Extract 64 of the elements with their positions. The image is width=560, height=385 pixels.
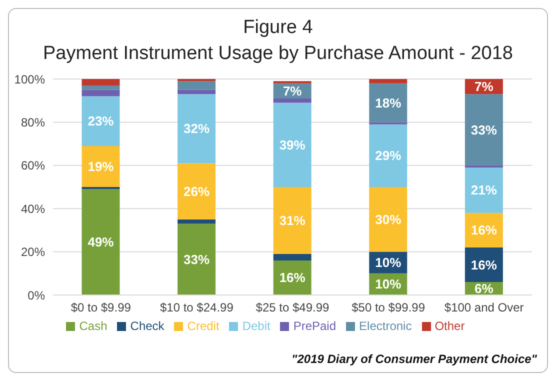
data-label: 49% bbox=[88, 234, 114, 250]
data-label: 19% bbox=[88, 158, 114, 174]
chart-subtitle: Payment Instrument Usage by Purchase Amount - 2018 bbox=[42, 43, 514, 65]
text: "2019 Diary of Consumer Payment Choice" bbox=[292, 352, 537, 366]
legend-label: Check bbox=[130, 319, 164, 333]
bar bbox=[464, 94, 503, 166]
bar bbox=[178, 224, 216, 295]
legend-label: Credit bbox=[187, 319, 220, 333]
bar bbox=[82, 79, 120, 86]
bar bbox=[178, 81, 216, 90]
data-label: 31% bbox=[279, 212, 306, 228]
bar bbox=[273, 102, 312, 187]
bar bbox=[464, 168, 503, 213]
data-label: 23% bbox=[88, 114, 114, 129]
bar bbox=[82, 90, 120, 96]
y-tick-label: 20% bbox=[20, 245, 46, 260]
legend-label: Electronic bbox=[359, 319, 412, 333]
data-label: 10% bbox=[375, 255, 402, 270]
bar bbox=[82, 96, 120, 146]
legend-label: PrePaid bbox=[293, 319, 336, 333]
data-label: 16% bbox=[470, 222, 498, 238]
data-label: 16% bbox=[279, 270, 306, 286]
x-tick-label: $50 to $99.99 bbox=[352, 300, 426, 315]
y-tick-label: 0% bbox=[28, 288, 46, 302]
legend-label: Debit bbox=[242, 319, 270, 333]
bar bbox=[464, 165, 503, 168]
data-label: 39% bbox=[279, 137, 306, 152]
x-tick-label: $10 to $24.99 bbox=[160, 300, 234, 315]
bar bbox=[178, 90, 216, 94]
data-label: 30% bbox=[375, 212, 402, 227]
bar bbox=[178, 94, 216, 164]
bar bbox=[82, 85, 120, 90]
legend-label: Other bbox=[434, 319, 465, 333]
y-tick-label: 100% bbox=[14, 72, 46, 86]
data-label: 33% bbox=[184, 252, 210, 267]
bar bbox=[369, 124, 408, 187]
bar bbox=[273, 187, 312, 254]
data-label: 7% bbox=[474, 79, 494, 94]
data-label: 32% bbox=[184, 121, 210, 136]
bar bbox=[273, 254, 312, 260]
data-label: 16% bbox=[470, 257, 498, 272]
bar bbox=[369, 187, 408, 252]
y-tick-label: 80% bbox=[20, 115, 46, 130]
data-label: 21% bbox=[470, 182, 498, 198]
bar bbox=[178, 163, 216, 220]
data-label: 10% bbox=[375, 276, 402, 292]
y-tick-label: 60% bbox=[20, 158, 46, 173]
x-tick-label: $25 to $49.99 bbox=[256, 300, 330, 315]
bar bbox=[273, 98, 312, 103]
data-label: 33% bbox=[470, 122, 498, 138]
bar bbox=[82, 189, 120, 295]
data-label: 6% bbox=[474, 281, 494, 296]
chart-title: Figure 4 bbox=[242, 17, 314, 39]
bar bbox=[178, 219, 216, 224]
x-tick-label: $100 and Over bbox=[444, 300, 524, 315]
data-label: 7% bbox=[282, 83, 302, 98]
x-tick-label: $0 to $9.99 bbox=[70, 300, 132, 315]
bar bbox=[82, 146, 120, 187]
y-tick-label: 40% bbox=[20, 202, 46, 216]
data-label: 18% bbox=[375, 95, 402, 110]
legend-label: Cash bbox=[79, 319, 108, 333]
data-label: 26% bbox=[184, 184, 210, 199]
data-label: 29% bbox=[375, 148, 402, 164]
bar bbox=[369, 79, 408, 84]
